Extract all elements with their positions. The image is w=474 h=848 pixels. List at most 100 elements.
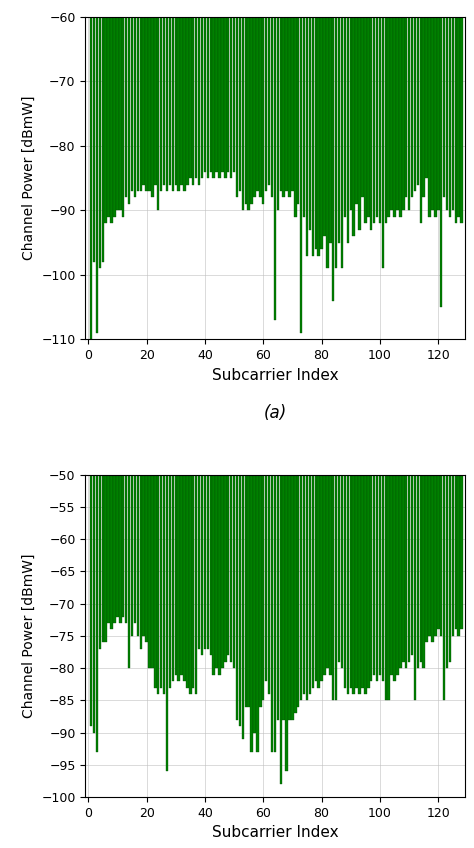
Bar [283, 17, 285, 198]
Bar [291, 475, 294, 720]
Bar [457, 475, 460, 636]
Bar [346, 475, 349, 694]
Bar [99, 475, 101, 649]
Bar [311, 17, 314, 255]
Bar [315, 475, 317, 681]
Bar [370, 17, 373, 230]
Bar [288, 475, 291, 720]
Bar [221, 475, 224, 668]
Bar [146, 17, 148, 191]
Bar [425, 475, 428, 643]
Bar [113, 475, 116, 623]
Bar [221, 17, 224, 171]
Bar [358, 475, 361, 694]
Bar [230, 475, 232, 661]
Bar [174, 17, 177, 185]
Bar [309, 475, 311, 694]
Bar [440, 17, 442, 307]
Bar [96, 17, 98, 333]
Bar [256, 17, 259, 191]
Bar [157, 475, 159, 694]
Bar [227, 17, 229, 171]
Bar [160, 17, 163, 191]
X-axis label: Subcarrier Index: Subcarrier Index [211, 368, 338, 382]
Bar [273, 17, 276, 320]
Bar [180, 475, 183, 675]
Bar [151, 17, 154, 198]
Bar [338, 17, 340, 243]
Bar [139, 17, 142, 191]
Bar [422, 475, 425, 668]
Bar [446, 17, 448, 210]
Bar [376, 17, 378, 217]
Bar [431, 17, 434, 210]
Bar [259, 475, 262, 707]
Bar [256, 475, 259, 752]
Bar [189, 17, 191, 178]
Bar [405, 475, 408, 668]
Bar [460, 17, 463, 223]
Bar [294, 17, 297, 217]
Bar [104, 17, 107, 223]
Bar [201, 475, 203, 656]
Bar [434, 475, 437, 636]
Bar [116, 475, 118, 616]
Bar [154, 475, 156, 688]
Bar [108, 17, 110, 217]
Bar [239, 475, 241, 726]
Bar [297, 475, 300, 707]
Bar [349, 475, 352, 688]
Bar [294, 475, 297, 713]
Bar [128, 17, 130, 204]
Bar [300, 17, 302, 333]
Bar [449, 475, 451, 661]
Text: (a): (a) [263, 404, 287, 421]
Bar [277, 17, 279, 210]
Bar [180, 17, 183, 185]
Bar [285, 475, 288, 772]
Bar [189, 475, 191, 694]
Bar [373, 475, 375, 675]
Bar [320, 475, 323, 681]
Bar [192, 17, 194, 185]
Bar [215, 17, 218, 171]
Bar [277, 475, 279, 720]
Bar [239, 17, 241, 191]
Bar [285, 17, 288, 191]
Bar [104, 475, 107, 643]
Bar [195, 475, 197, 694]
Bar [253, 17, 256, 198]
Bar [414, 17, 416, 191]
Bar [399, 17, 401, 217]
Bar [154, 17, 156, 185]
Bar [265, 475, 267, 681]
Bar [326, 17, 328, 269]
Bar [280, 17, 282, 191]
Bar [204, 475, 206, 649]
Bar [405, 17, 408, 198]
Y-axis label: Channel Power [dBmW]: Channel Power [dBmW] [22, 96, 36, 260]
Bar [131, 17, 133, 191]
Bar [245, 475, 247, 707]
Bar [204, 17, 206, 171]
Bar [169, 17, 171, 185]
Bar [422, 17, 425, 198]
Bar [268, 17, 270, 185]
X-axis label: Subcarrier Index: Subcarrier Index [211, 825, 338, 840]
Bar [358, 17, 361, 230]
Bar [137, 17, 139, 191]
Bar [93, 17, 95, 262]
Bar [101, 17, 104, 262]
Bar [393, 475, 396, 681]
Bar [391, 17, 393, 210]
Bar [166, 475, 168, 772]
Bar [236, 475, 238, 720]
Bar [443, 475, 446, 700]
Bar [440, 475, 442, 636]
Bar [367, 17, 370, 217]
Bar [353, 17, 355, 237]
Bar [198, 17, 201, 185]
Bar [247, 17, 250, 210]
Bar [455, 475, 457, 629]
Bar [259, 17, 262, 198]
